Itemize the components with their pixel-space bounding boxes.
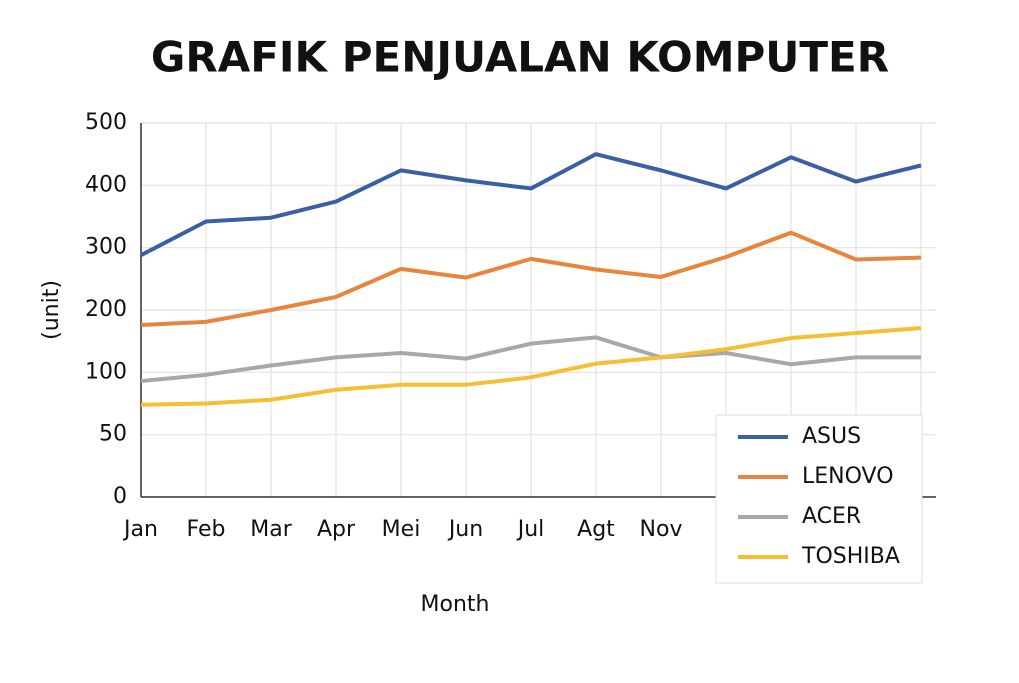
legend-label: LENOVO: [802, 464, 894, 489]
x-tick-label: Jun: [447, 517, 483, 542]
x-tick-label: Mei: [382, 517, 421, 542]
y-tick-label: 0: [113, 484, 127, 509]
y-tick-label: 500: [85, 110, 127, 135]
series-line: [140, 326, 922, 407]
x-tick-label: Nov: [640, 517, 683, 542]
y-axis-label: (unit): [39, 280, 64, 340]
x-tick-label: Jul: [516, 517, 545, 542]
y-tick-label: 400: [85, 172, 127, 197]
series-line: [140, 152, 922, 257]
x-axis-label: Month: [421, 592, 490, 617]
series-line: [140, 335, 921, 384]
y-tick-label: 300: [85, 235, 127, 260]
x-tick-label: Jan: [122, 517, 158, 542]
x-tick-label: Apr: [317, 517, 356, 542]
y-tick-label: 50: [99, 422, 127, 447]
legend-label: ACER: [802, 504, 861, 529]
y-tick-label: 200: [85, 297, 127, 322]
legend-label: TOSHIBA: [801, 544, 900, 569]
y-tick-label: 100: [85, 359, 127, 384]
legend-label: ASUS: [802, 424, 861, 449]
x-tick-label: Agt: [577, 517, 615, 542]
chart-title: GRAFIK PENJUALAN KOMPUTER: [151, 33, 889, 82]
x-tick-label: Mar: [250, 517, 292, 542]
x-tick-label: Feb: [187, 517, 226, 542]
series-line: [140, 230, 922, 327]
